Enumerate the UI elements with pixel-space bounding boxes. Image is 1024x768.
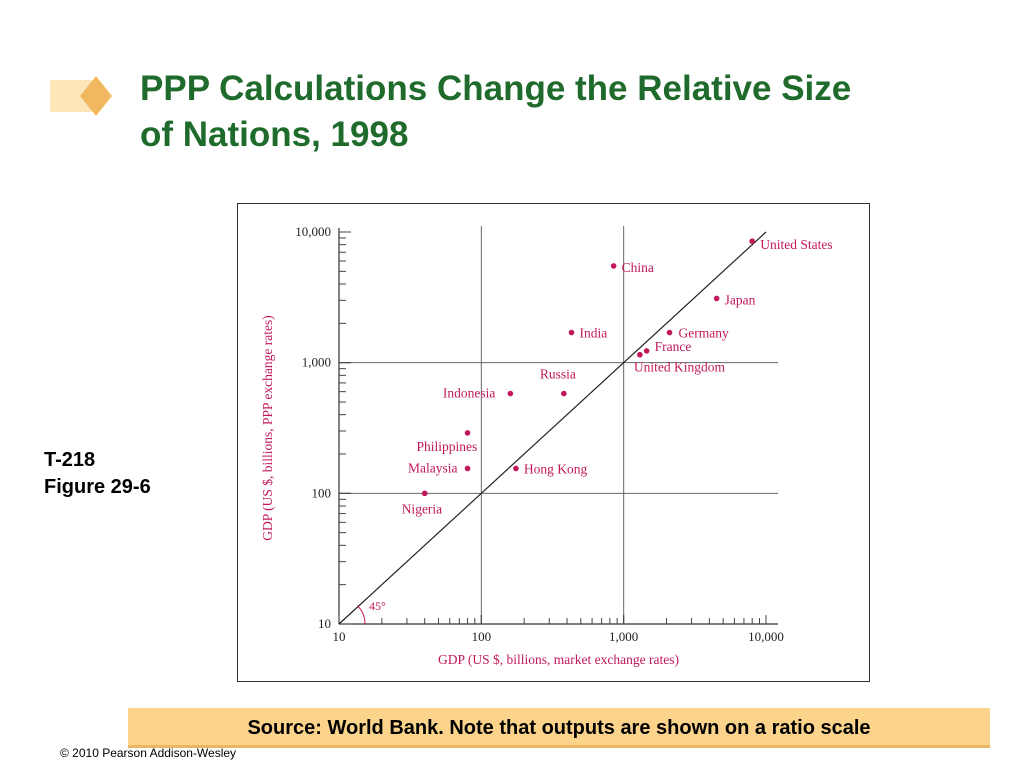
- x-axis-title: GDP (US $, billions, market exchange rat…: [438, 652, 679, 667]
- title-decoration-icon: [50, 76, 112, 116]
- x-tick-label: 10,000: [748, 629, 784, 644]
- data-label: India: [579, 326, 607, 341]
- data-point-nigeria: [421, 490, 428, 497]
- data-label: Philippines: [417, 439, 478, 454]
- y-tick-label: 10: [318, 616, 331, 631]
- data-point-hong-kong: [513, 465, 519, 472]
- data-point-japan: [713, 295, 720, 302]
- data-point-malaysia: [464, 465, 471, 472]
- y-axis-title: GDP (US $, billions, PPP exchange rates): [260, 315, 275, 541]
- data-point-russia: [561, 390, 567, 397]
- x-tick-label: 1,000: [609, 629, 638, 644]
- data-point-germany: [666, 329, 673, 336]
- x-tick-label: 100: [472, 629, 492, 644]
- data-label: Indonesia: [443, 386, 495, 401]
- x-tick-label: 10: [333, 629, 346, 644]
- data-point-united-states: [749, 238, 756, 245]
- slide-title: PPP Calculations Change the Relative Siz…: [140, 66, 1000, 158]
- data-label: Germany: [679, 326, 729, 341]
- copyright-text: © 2010 Pearson Addison-Wesley: [60, 746, 237, 760]
- angle-arc: [357, 605, 366, 625]
- y-tick-label: 1,000: [302, 355, 331, 370]
- data-label: Russia: [540, 367, 576, 382]
- chart-frame: 10 100 1,000 10,000 10 100 1,000 10,000 45° Unite…: [237, 203, 870, 682]
- y-tick-label: 10,000: [295, 224, 331, 239]
- angle-annotation: 45°: [369, 599, 386, 613]
- data-point-france: [643, 348, 650, 354]
- data-label: France: [655, 339, 692, 354]
- reference-45-line: [338, 231, 767, 625]
- data-point-united-kingdom: [637, 351, 643, 358]
- data-label: China: [622, 260, 654, 275]
- y-tick-label: 100: [312, 485, 332, 500]
- scatter-chart: 10 100 1,000 10,000 10 100 1,000 10,000 45° Unite…: [260, 224, 833, 667]
- data-label: Nigeria: [402, 501, 442, 516]
- data-point-india: [568, 329, 575, 336]
- data-label: United States: [760, 237, 832, 252]
- data-label: Malaysia: [408, 460, 458, 475]
- source-footnote: Source: World Bank. Note that outputs ar…: [128, 708, 990, 748]
- figure-reference-number: Figure 29-6: [44, 476, 151, 498]
- slide-title-line-1: PPP Calculations Change the Relative Siz…: [140, 69, 852, 108]
- data-label: Japan: [725, 292, 756, 307]
- data-label: United Kingdom: [634, 360, 726, 375]
- figure-reference: T-218 Figure 29-6: [44, 447, 151, 501]
- data-label: Hong Kong: [524, 461, 588, 476]
- figure-reference-code: T-218: [44, 449, 96, 471]
- data-point-indonesia: [507, 390, 514, 397]
- data-point-china: [610, 263, 617, 269]
- slide-title-line-2: of Nations, 1998: [140, 115, 409, 154]
- data-point-philippines: [464, 430, 471, 436]
